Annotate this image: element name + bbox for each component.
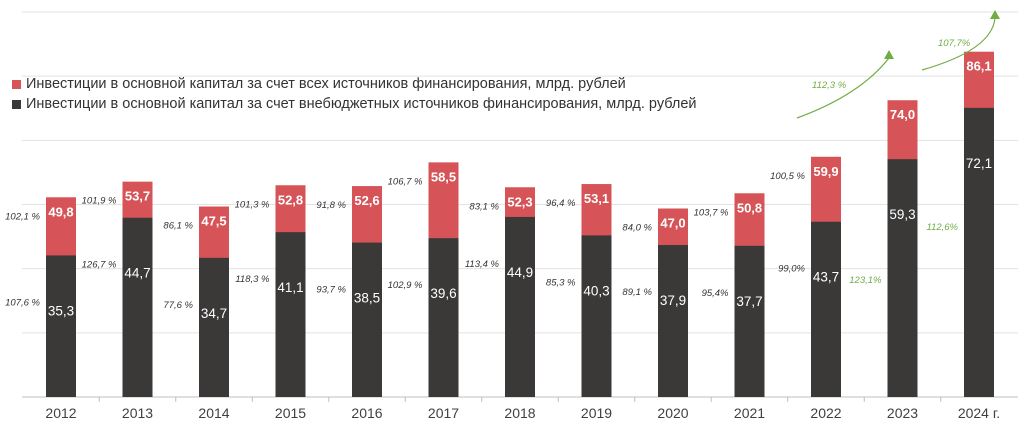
bar-extrabudget <box>46 255 76 397</box>
x-tick-label: 2017 <box>428 405 459 421</box>
data-label-total: 52,6 <box>354 193 379 208</box>
data-label-total: 53,1 <box>584 191 609 206</box>
data-label-extrabudget: 44,7 <box>124 266 150 281</box>
data-label-extrabudget: 37,7 <box>736 294 762 309</box>
growth-label-extrabudget: 126,7 % <box>82 260 117 271</box>
growth-label-extrabudget: 123,1% <box>849 275 882 286</box>
data-label-total: 52,8 <box>278 192 303 207</box>
legend-item-extrabudget: Инвестиции в основной капитал за счет вн… <box>12 94 697 114</box>
bar-extrabudget <box>275 232 306 397</box>
growth-label-total: 91,8 % <box>316 200 346 211</box>
bar-extrabudget <box>964 107 994 397</box>
bar-extrabudget <box>734 245 765 397</box>
x-tick-label: 2013 <box>122 405 153 421</box>
data-label-extrabudget: 44,9 <box>507 265 533 280</box>
data-label-extrabudget: 37,9 <box>660 293 686 308</box>
growth-label-total: 103,7 % <box>694 207 729 218</box>
x-tick-label: 2021 <box>734 405 765 421</box>
bar-extrabudget <box>505 216 535 397</box>
arrowhead-icon <box>990 10 1000 19</box>
growth-label-extrabudget: 93,7 % <box>316 285 346 296</box>
legend-label-extrabudget: Инвестиции в основной капитал за счет вн… <box>26 96 697 112</box>
x-tick-label: 2023 <box>887 405 918 421</box>
bar-extrabudget <box>581 235 612 397</box>
data-label-extrabudget: 34,7 <box>201 306 227 321</box>
growth-label-total: 107,7% <box>938 38 971 49</box>
growth-label-extrabudget: 85,3 % <box>546 277 576 288</box>
growth-label-extrabudget: 89,1 % <box>622 287 652 298</box>
x-tick-label: 2024 г. <box>958 405 1000 421</box>
growth-label-extrabudget: 107,6 % <box>5 297 40 308</box>
data-label-total: 86,1 <box>966 59 991 74</box>
growth-label-extrabudget: 118,3 % <box>235 274 270 285</box>
growth-label-total: 101,9 % <box>82 196 117 207</box>
growth-label-total: 102,1 % <box>5 211 40 222</box>
growth-label-total: 106,7 % <box>388 176 423 187</box>
data-label-total: 50,8 <box>737 200 762 215</box>
growth-label-extrabudget: 113,4 % <box>465 259 500 270</box>
bar-extrabudget <box>199 257 229 397</box>
legend-label-total: Инвестиции в основной капитал за счет вс… <box>26 76 626 92</box>
bar-extrabudget <box>658 245 688 397</box>
x-tick-label: 2018 <box>504 405 535 421</box>
x-tick-label: 2016 <box>351 405 382 421</box>
x-tick-label: 2012 <box>45 405 76 421</box>
data-label-extrabudget: 39,6 <box>430 286 456 301</box>
data-label-extrabudget: 41,1 <box>277 280 303 295</box>
data-label-extrabudget: 59,3 <box>889 207 915 222</box>
legend-swatch-total <box>12 79 21 89</box>
data-label-total: 52,3 <box>507 194 532 209</box>
x-tick-label: 2014 <box>198 405 229 421</box>
growth-label-total: 86,1 % <box>163 221 193 232</box>
data-label-extrabudget: 38,5 <box>354 291 380 306</box>
growth-label-extrabudget: 77,6 % <box>163 300 193 311</box>
growth-arrow <box>921 17 996 71</box>
x-tick-label: 2015 <box>275 405 306 421</box>
growth-label-total: 96,4 % <box>546 198 576 209</box>
data-label-total: 49,8 <box>48 204 73 219</box>
growth-label-total: 112,3 % <box>812 80 847 91</box>
growth-label-extrabudget: 102,9 % <box>388 280 423 291</box>
growth-label-total: 101,3 % <box>235 199 270 210</box>
legend: Инвестиции в основной капитал за счет вс… <box>12 74 697 114</box>
bar-extrabudget <box>352 242 382 397</box>
bar-extrabudget <box>811 221 841 397</box>
data-label-total: 47,5 <box>201 214 226 229</box>
legend-swatch-extrabudget <box>12 99 21 109</box>
data-label-extrabudget: 40,3 <box>583 283 609 298</box>
growth-label-total: 100,5 % <box>770 171 805 182</box>
growth-label-extrabudget: 95,4% <box>702 288 729 299</box>
bar-extrabudget <box>122 217 153 397</box>
bar-extrabudget <box>428 238 459 397</box>
growth-label-extrabudget: 112,6% <box>926 222 958 233</box>
arrowhead-icon <box>884 50 894 59</box>
data-label-total: 58,5 <box>431 169 456 184</box>
growth-label-total: 83,1 % <box>469 201 499 212</box>
legend-item-total: Инвестиции в основной капитал за счет вс… <box>12 74 697 94</box>
data-label-extrabudget: 72,1 <box>966 156 992 171</box>
growth-label-extrabudget: 99,0% <box>778 264 805 275</box>
data-label-extrabudget: 43,7 <box>813 270 839 285</box>
bar-extrabudget <box>887 159 918 397</box>
x-tick-label: 2022 <box>810 405 841 421</box>
x-tick-label: 2020 <box>657 405 688 421</box>
growth-arrow <box>796 57 890 119</box>
data-label-total: 59,9 <box>813 164 838 179</box>
data-label-total: 47,0 <box>660 216 685 231</box>
data-label-total: 53,7 <box>125 189 150 204</box>
x-tick-label: 2019 <box>581 405 612 421</box>
growth-label-total: 84,0 % <box>622 223 652 234</box>
data-label-extrabudget: 35,3 <box>48 303 74 318</box>
data-label-total: 74,0 <box>890 107 915 122</box>
